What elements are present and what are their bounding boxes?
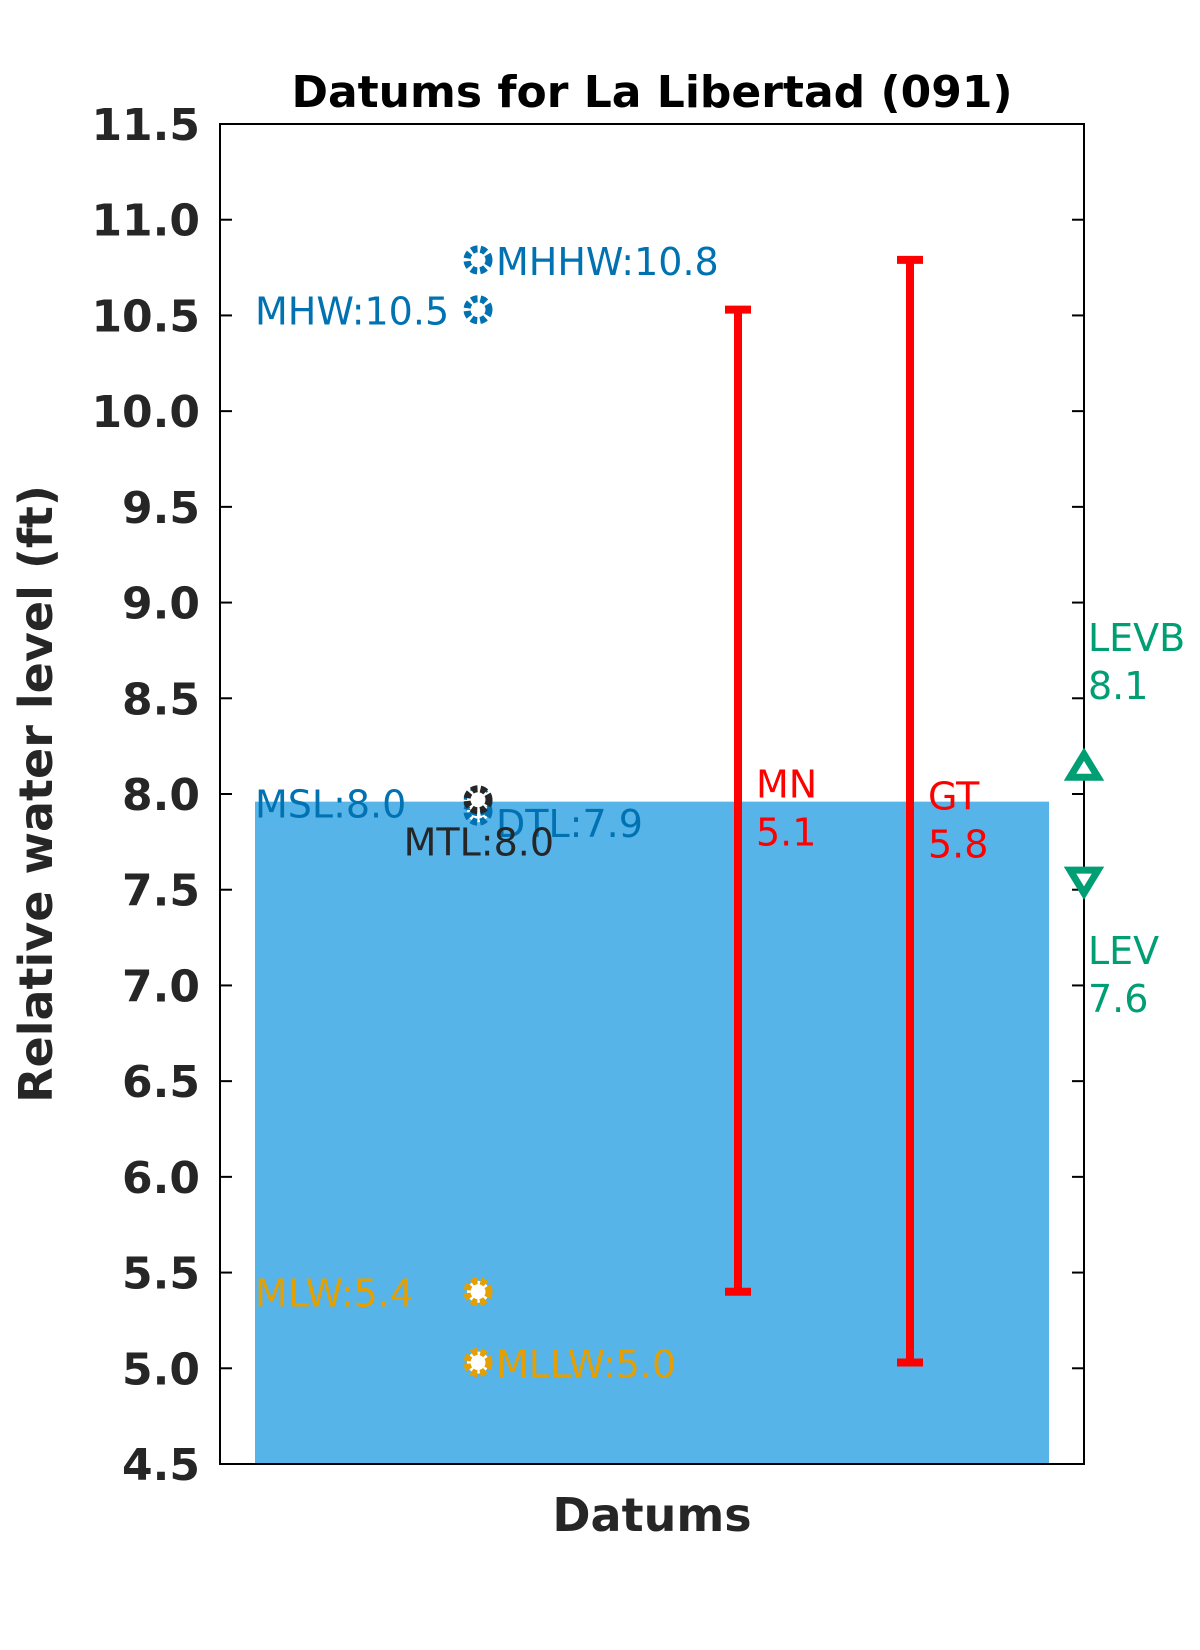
y-tick-label: 5.0 — [122, 1344, 200, 1395]
mn-range-name: MN — [756, 763, 817, 807]
lev-marker — [1063, 866, 1105, 900]
y-tick-label: 9.5 — [122, 483, 200, 534]
gt-range-value: 5.8 — [928, 823, 988, 867]
y-tick-label: 9.0 — [122, 579, 200, 630]
y-tick-label: 11.0 — [91, 196, 200, 247]
y-tick-label: 8.0 — [122, 770, 200, 821]
chart-title: Datums for La Libertad (091) — [291, 67, 1012, 118]
y-axis-label: Relative water level (ft) — [9, 485, 63, 1103]
gt-range-name: GT — [928, 775, 980, 819]
y-tick-label: 10.5 — [91, 291, 200, 342]
plot-frame — [219, 123, 1085, 1465]
mtl-marker — [463, 785, 493, 815]
y-tick-label: 6.0 — [122, 1153, 200, 1204]
mtl-label: MTL:8.0 — [404, 821, 554, 865]
lev-value: 7.6 — [1088, 977, 1148, 1021]
mhw-label: MHW:10.5 — [255, 290, 449, 334]
x-axis-label: Datums — [552, 1488, 751, 1542]
mn-range-value: 5.1 — [756, 811, 816, 855]
msl-label: MSL:8.0 — [255, 783, 406, 827]
y-axis-ticks: 4.5 5.0 5.5 6.0 6.5 7.0 7.5 8.0 8.5 9.0 9.5 10.0 10.… — [91, 100, 1084, 1491]
mhhw-marker — [463, 245, 493, 275]
y-tick-label: 7.5 — [122, 866, 200, 917]
dtl-label: DTL:7.9 — [496, 802, 643, 846]
levb-name: LEVB — [1088, 616, 1185, 660]
mlw-marker — [463, 1277, 493, 1307]
mllw-marker — [463, 1348, 493, 1378]
y-tick-label: 7.0 — [122, 961, 200, 1012]
lev-name: LEV — [1088, 929, 1159, 973]
y-tick-label: 6.5 — [122, 1057, 200, 1108]
y-tick-label: 4.5 — [122, 1440, 200, 1491]
mllw-label: MLLW:5.0 — [496, 1343, 676, 1387]
y-tick-label: 11.5 — [91, 100, 200, 151]
range-bars: MN5.1 GT5.8 — [725, 255, 988, 1367]
mhhw-label: MHHW:10.8 — [496, 240, 719, 284]
water-level-bar — [255, 801, 1049, 1464]
levb-value: 8.1 — [1088, 664, 1148, 708]
levb-marker — [1063, 747, 1105, 781]
mlw-label: MLW:5.4 — [255, 1272, 414, 1316]
y-tick-label: 10.0 — [91, 387, 200, 438]
y-tick-label: 5.5 — [122, 1249, 200, 1300]
mhw-marker — [463, 295, 493, 325]
y-tick-label: 8.5 — [122, 674, 200, 725]
